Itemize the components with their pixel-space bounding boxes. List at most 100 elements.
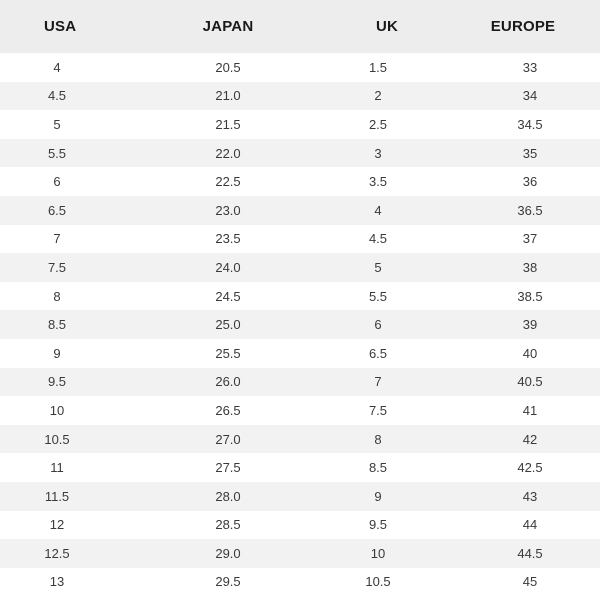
table-row: 11 27.5 8.5 42.5 — [0, 453, 600, 482]
cell-europe: 39 — [436, 310, 600, 339]
cell-uk: 3 — [314, 138, 436, 168]
cell-europe: 42.5 — [436, 453, 600, 482]
cell-uk: 9 — [314, 481, 436, 511]
cell-europe: 38.5 — [436, 281, 600, 311]
cell-uk: 7 — [314, 367, 436, 397]
cell-japan: 25.0 — [114, 310, 314, 339]
table-row: 12.5 29.0 10 44.5 — [0, 539, 600, 568]
table-row: 9.5 26.0 7 40.5 — [0, 367, 600, 397]
cell-europe: 34.5 — [436, 110, 600, 139]
table-row: 10 26.5 7.5 41 — [0, 396, 600, 425]
cell-usa: 11.5 — [0, 481, 114, 511]
cell-europe: 43 — [436, 481, 600, 511]
cell-usa: 8 — [0, 281, 114, 311]
cell-usa: 6 — [0, 167, 114, 196]
cell-japan: 24.5 — [114, 281, 314, 311]
table-row: 7.5 24.0 5 38 — [0, 253, 600, 282]
cell-europe: 33 — [436, 53, 600, 82]
cell-uk: 6 — [314, 310, 436, 339]
cell-uk: 5.5 — [314, 281, 436, 311]
table-row: 12 28.5 9.5 44 — [0, 510, 600, 540]
cell-europe: 44 — [436, 510, 600, 540]
cell-uk: 2.5 — [314, 110, 436, 139]
table-row: 8.5 25.0 6 39 — [0, 310, 600, 339]
cell-japan: 28.5 — [114, 510, 314, 540]
cell-uk: 10.5 — [314, 567, 436, 597]
cell-usa: 9 — [0, 338, 114, 368]
cell-usa: 7 — [0, 224, 114, 254]
cell-usa: 4.5 — [0, 81, 114, 111]
cell-usa: 12 — [0, 510, 114, 540]
table-row: 7 23.5 4.5 37 — [0, 224, 600, 254]
cell-usa: 5.5 — [0, 138, 114, 168]
cell-europe: 45 — [436, 567, 600, 597]
cell-uk: 3.5 — [314, 167, 436, 196]
cell-japan: 26.5 — [114, 396, 314, 425]
cell-japan: 23.0 — [114, 195, 314, 225]
cell-japan: 20.5 — [114, 53, 314, 82]
cell-europe: 35 — [436, 138, 600, 168]
cell-japan: 29.5 — [114, 567, 314, 597]
cell-europe: 34 — [436, 81, 600, 111]
cell-usa: 7.5 — [0, 253, 114, 282]
cell-japan: 21.0 — [114, 81, 314, 111]
cell-europe: 41 — [436, 396, 600, 425]
table-row: 8 24.5 5.5 38.5 — [0, 281, 600, 311]
cell-japan: 25.5 — [114, 338, 314, 368]
table-row: 5.5 22.0 3 35 — [0, 138, 600, 168]
table-row: 6.5 23.0 4 36.5 — [0, 195, 600, 225]
table-body: 4 20.5 1.5 33 4.5 21.0 2 34 5 21.5 2.5 34.5 5.5 22.0 3… — [0, 53, 600, 597]
cell-uk: 8.5 — [314, 453, 436, 482]
cell-europe: 40.5 — [436, 367, 600, 397]
cell-europe: 36.5 — [436, 195, 600, 225]
cell-usa: 5 — [0, 110, 114, 139]
cell-japan: 28.0 — [114, 481, 314, 511]
column-header-europe: EUROPE — [436, 0, 600, 53]
table-row: 10.5 27.0 8 42 — [0, 424, 600, 454]
cell-usa: 11 — [0, 453, 114, 482]
column-header-usa: USA — [0, 0, 114, 53]
table-row: 5 21.5 2.5 34.5 — [0, 110, 600, 139]
cell-uk: 9.5 — [314, 510, 436, 540]
cell-uk: 5 — [314, 253, 436, 282]
cell-japan: 22.0 — [114, 138, 314, 168]
cell-europe: 38 — [436, 253, 600, 282]
cell-japan: 23.5 — [114, 224, 314, 254]
cell-europe: 42 — [436, 424, 600, 454]
cell-japan: 22.5 — [114, 167, 314, 196]
table-row: 4.5 21.0 2 34 — [0, 81, 600, 111]
column-header-uk: UK — [314, 0, 436, 53]
cell-uk: 4 — [314, 195, 436, 225]
header-row: USA JAPAN UK EUROPE — [0, 0, 600, 53]
cell-japan: 29.0 — [114, 539, 314, 568]
table-row: 13 29.5 10.5 45 — [0, 567, 600, 597]
cell-uk: 4.5 — [314, 224, 436, 254]
cell-usa: 10.5 — [0, 424, 114, 454]
cell-uk: 6.5 — [314, 338, 436, 368]
cell-usa: 6.5 — [0, 195, 114, 225]
table-row: 9 25.5 6.5 40 — [0, 338, 600, 368]
table-row: 4 20.5 1.5 33 — [0, 53, 600, 82]
cell-usa: 8.5 — [0, 310, 114, 339]
table-row: 11.5 28.0 9 43 — [0, 481, 600, 511]
cell-japan: 27.5 — [114, 453, 314, 482]
cell-uk: 7.5 — [314, 396, 436, 425]
table-row: 6 22.5 3.5 36 — [0, 167, 600, 196]
cell-uk: 2 — [314, 81, 436, 111]
cell-usa: 10 — [0, 396, 114, 425]
cell-japan: 27.0 — [114, 424, 314, 454]
cell-uk: 1.5 — [314, 53, 436, 82]
cell-japan: 21.5 — [114, 110, 314, 139]
cell-europe: 40 — [436, 338, 600, 368]
cell-uk: 8 — [314, 424, 436, 454]
cell-usa: 13 — [0, 567, 114, 597]
column-header-japan: JAPAN — [114, 0, 314, 53]
cell-japan: 24.0 — [114, 253, 314, 282]
cell-europe: 44.5 — [436, 539, 600, 568]
cell-uk: 10 — [314, 539, 436, 568]
cell-europe: 36 — [436, 167, 600, 196]
cell-usa: 9.5 — [0, 367, 114, 397]
cell-usa: 12.5 — [0, 539, 114, 568]
cell-europe: 37 — [436, 224, 600, 254]
